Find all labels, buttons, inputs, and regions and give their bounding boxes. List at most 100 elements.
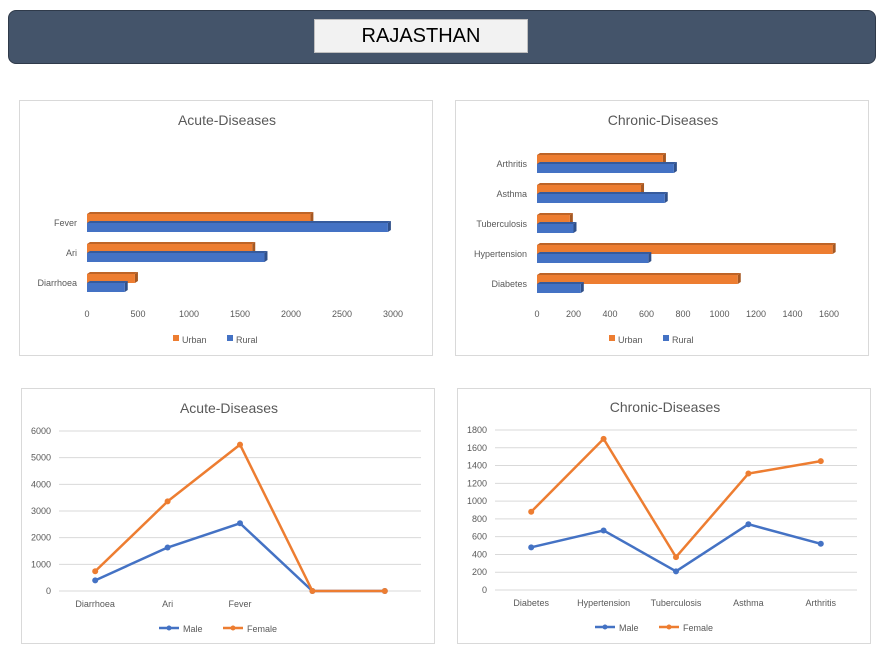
y-tick-label: 3000 [31,506,51,516]
category-label: Fever [228,599,251,609]
bar-top [537,273,741,275]
bar-side [832,243,836,254]
category-label: Tuberculosis [651,598,702,608]
y-tick-label: 1800 [467,425,487,435]
header-bar: RAJASTHAN [8,10,876,64]
legend-label: Male [183,624,203,634]
category-label: Diabetes [513,598,549,608]
bar-side [664,192,668,203]
bar-top [87,221,391,223]
bar [537,155,663,164]
data-point [237,441,243,448]
y-tick-label: 0 [482,585,487,595]
acute-line-chart-panel: Acute-Diseases 0 1000 2000 3000 4000 5000 6000 D… [21,388,435,644]
y-tick-label: 1200 [467,478,487,488]
bar-top [87,272,138,274]
data-point [745,470,752,477]
bar [537,275,738,284]
y-tick-label: 4000 [31,479,51,489]
bar [87,253,265,262]
legend-marker [173,335,179,341]
x-tick-label: 3000 [383,309,403,319]
data-point [528,544,535,551]
data-point [673,568,679,575]
category-label: Hypertension [474,249,527,259]
legend-marker [227,335,233,341]
chronic-line-chart-panel: Chronic-Diseases 0 200 400 600 800 1000 1200 140… [457,388,871,644]
bar-side [580,282,584,293]
legend-label: Rural [236,335,258,345]
data-point [309,588,316,594]
bar [537,254,649,263]
bar-top [537,162,677,164]
x-tick-label: 2000 [281,309,301,319]
bar [537,245,833,254]
category-label: Fever [54,218,77,228]
data-point [817,540,824,547]
data-point [600,527,607,534]
chronic-bar-chart-panel: Chronic-Diseases Diabetes Hypertension Tube… [455,100,869,356]
y-tick-label: 1400 [467,461,487,471]
y-tick-label: 600 [472,532,487,542]
legend-label: Rural [672,335,694,345]
bar [537,164,674,173]
bar [537,185,642,194]
data-point [92,568,99,575]
bar-side [134,272,138,283]
bar [537,284,581,293]
acute-line-chart: Acute-Diseases 0 1000 2000 3000 4000 5000 6000 D… [31,400,421,634]
data-point [164,544,171,551]
category-label: Arthritis [806,598,837,608]
data-point [528,508,535,515]
chart-title: Chronic-Diseases [610,399,720,415]
legend-marker-dot [666,624,672,630]
bar-top [87,242,256,244]
bar-side [387,221,391,232]
bar-top [87,281,128,283]
category-label: Diarrhoea [75,599,115,609]
bar [537,224,574,233]
x-tick-label: 400 [602,309,617,319]
bar [87,274,135,283]
page-title: RAJASTHAN [314,19,528,53]
x-tick-label: 1200 [746,309,766,319]
x-tick-label: 600 [639,309,654,319]
data-point [381,588,388,594]
chart-title: Chronic-Diseases [608,112,718,128]
bar-top [537,153,666,155]
y-tick-label: 1000 [31,559,51,569]
series-line-female [94,443,385,593]
legend-marker-dot [230,625,236,631]
category-label: Asthma [733,598,764,608]
x-tick-label: 1600 [819,309,839,319]
x-tick-label: 200 [566,309,581,319]
bar-side [124,281,128,292]
acute-bar-chart: Acute-Diseases Diarrhoea Ari Fever 0 500 1000 1… [37,112,403,345]
bar-top [537,243,836,245]
x-tick-label: 800 [675,309,690,319]
bar-top [537,192,668,194]
series-line-female [530,437,822,559]
y-tick-label: 200 [472,567,487,577]
legend-label: Female [247,624,277,634]
chart-title: Acute-Diseases [180,400,278,416]
bar-side [648,252,652,263]
bar-top [537,213,573,215]
bar-side [310,212,314,223]
data-point [745,521,752,528]
y-tick-label: 400 [472,549,487,559]
legend-label: Urban [182,335,207,345]
chart-title: Acute-Diseases [178,112,276,128]
bar [537,194,665,203]
data-point [164,498,171,505]
y-tick-label: 5000 [31,453,51,463]
legend-marker-dot [166,625,172,631]
series-line-male [530,522,822,573]
bar-top [537,282,584,284]
bar-side [264,251,268,262]
category-label: Hypertension [577,598,630,608]
legend-marker-dot [602,624,608,630]
chronic-bar-chart: Chronic-Diseases Diabetes Hypertension Tube… [474,112,839,345]
series-line-male [94,522,385,593]
legend-label: Male [619,623,639,633]
